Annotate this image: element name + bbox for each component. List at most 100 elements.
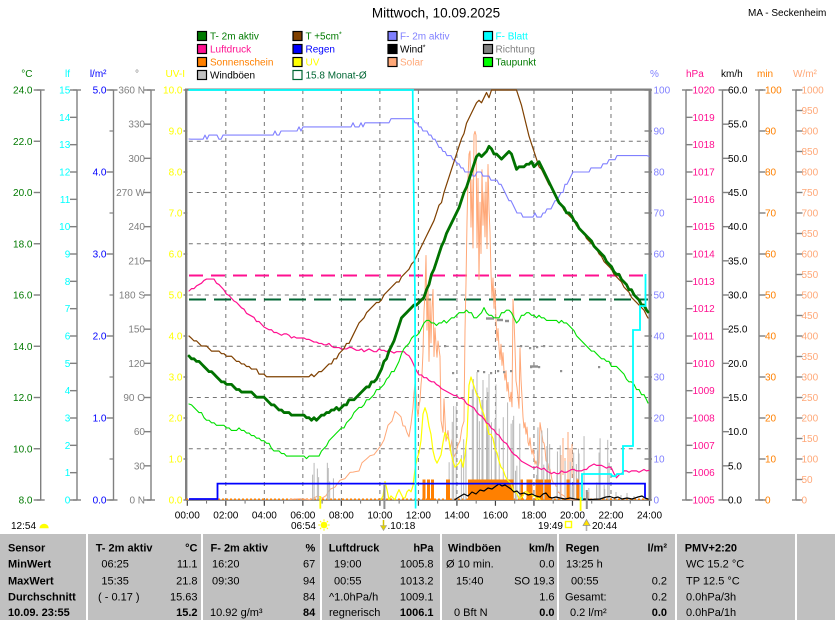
svg-text:T +5cm*: T +5cm* bbox=[306, 32, 342, 43]
svg-text:24:00: 24:00 bbox=[637, 511, 662, 522]
svg-text:1.0: 1.0 bbox=[93, 414, 107, 425]
svg-text:350: 350 bbox=[802, 352, 819, 363]
svg-text:24.0: 24.0 bbox=[13, 86, 33, 97]
svg-text:700: 700 bbox=[802, 209, 819, 220]
svg-text:0.2: 0.2 bbox=[652, 592, 667, 604]
svg-text:F- 2m aktiv: F- 2m aktiv bbox=[211, 542, 269, 554]
svg-text:l/m²: l/m² bbox=[647, 542, 667, 554]
svg-text:5.0: 5.0 bbox=[93, 86, 107, 97]
svg-text:15.0: 15.0 bbox=[728, 393, 748, 404]
svg-text:UV-I: UV-I bbox=[166, 69, 185, 80]
svg-text:20: 20 bbox=[654, 414, 666, 425]
svg-text:lf: lf bbox=[65, 69, 70, 80]
svg-text:regnerisch: regnerisch bbox=[329, 607, 380, 619]
svg-text:00:55: 00:55 bbox=[334, 575, 362, 587]
svg-text:09:30: 09:30 bbox=[212, 575, 240, 587]
svg-text:67: 67 bbox=[303, 559, 315, 571]
svg-text:Wind*: Wind* bbox=[400, 45, 426, 56]
svg-text:40.0: 40.0 bbox=[728, 222, 748, 233]
svg-text:90 O: 90 O bbox=[123, 393, 145, 404]
svg-text:Gesamt:: Gesamt: bbox=[565, 592, 607, 604]
svg-text:30.0: 30.0 bbox=[728, 291, 748, 302]
svg-text:5.0: 5.0 bbox=[169, 291, 183, 302]
svg-text:120: 120 bbox=[128, 359, 145, 370]
svg-text:15.2: 15.2 bbox=[176, 607, 197, 619]
svg-text:800: 800 bbox=[802, 168, 819, 179]
svg-text:1006: 1006 bbox=[693, 468, 716, 479]
svg-text:1013.2: 1013.2 bbox=[400, 575, 434, 587]
svg-text:240: 240 bbox=[128, 222, 145, 233]
svg-text:21.8: 21.8 bbox=[176, 575, 197, 587]
svg-text:7.0: 7.0 bbox=[169, 209, 183, 220]
svg-text:330: 330 bbox=[128, 120, 145, 131]
svg-text:12:54: 12:54 bbox=[11, 521, 36, 532]
svg-text:19:49: 19:49 bbox=[538, 521, 563, 532]
svg-text:20.0: 20.0 bbox=[728, 359, 748, 370]
svg-text:600: 600 bbox=[802, 250, 819, 261]
svg-text:10.0: 10.0 bbox=[13, 444, 33, 455]
svg-text:0: 0 bbox=[65, 496, 71, 507]
svg-text:150: 150 bbox=[128, 325, 145, 336]
svg-text:100: 100 bbox=[654, 86, 671, 97]
svg-text:Sensor: Sensor bbox=[8, 542, 46, 554]
svg-text:Windböen: Windböen bbox=[448, 542, 501, 554]
svg-text:1020: 1020 bbox=[693, 86, 716, 97]
svg-text:3.0: 3.0 bbox=[169, 373, 183, 384]
svg-text:50.0: 50.0 bbox=[728, 154, 748, 165]
svg-text:1016: 1016 bbox=[693, 195, 716, 206]
svg-text:02:00: 02:00 bbox=[213, 511, 238, 522]
svg-text:22.0: 22.0 bbox=[13, 137, 33, 148]
svg-text:270 W: 270 W bbox=[116, 188, 145, 199]
svg-text:16:00: 16:00 bbox=[483, 511, 508, 522]
svg-text:10.0: 10.0 bbox=[728, 427, 748, 438]
svg-text:4.0: 4.0 bbox=[93, 168, 107, 179]
svg-text:12:00: 12:00 bbox=[406, 511, 431, 522]
svg-text:7: 7 bbox=[65, 304, 71, 315]
svg-text:Windböen: Windböen bbox=[210, 71, 255, 82]
svg-text:1010: 1010 bbox=[693, 359, 716, 370]
svg-text:13:25 h: 13:25 h bbox=[566, 559, 603, 571]
svg-text:20.0: 20.0 bbox=[13, 188, 33, 199]
svg-text:14:00: 14:00 bbox=[444, 511, 469, 522]
svg-text:%: % bbox=[306, 542, 316, 554]
svg-text:1013: 1013 bbox=[693, 277, 716, 288]
svg-text:10:00: 10:00 bbox=[367, 511, 392, 522]
svg-text:90: 90 bbox=[765, 127, 777, 138]
svg-text:UV: UV bbox=[306, 58, 320, 69]
svg-text:06:54: 06:54 bbox=[291, 521, 316, 532]
svg-text:15:40: 15:40 bbox=[456, 575, 484, 587]
svg-text:0 Bft N: 0 Bft N bbox=[454, 607, 488, 619]
svg-text:1006.1: 1006.1 bbox=[400, 607, 434, 619]
svg-text:55.0: 55.0 bbox=[728, 120, 748, 131]
svg-text:30: 30 bbox=[654, 373, 666, 384]
svg-text:20: 20 bbox=[765, 414, 777, 425]
svg-text:12: 12 bbox=[59, 168, 71, 179]
svg-text:1009: 1009 bbox=[693, 386, 716, 397]
svg-text:1015: 1015 bbox=[693, 222, 716, 233]
svg-text:50: 50 bbox=[654, 291, 666, 302]
svg-text:40: 40 bbox=[654, 332, 666, 343]
svg-text:50: 50 bbox=[802, 475, 814, 486]
svg-text:15: 15 bbox=[59, 86, 71, 97]
svg-text:650: 650 bbox=[802, 229, 819, 240]
svg-text:0: 0 bbox=[765, 496, 771, 507]
svg-text:hPa: hPa bbox=[686, 69, 704, 80]
svg-text:1019: 1019 bbox=[693, 113, 716, 124]
svg-text:60: 60 bbox=[134, 427, 146, 438]
svg-text:2: 2 bbox=[65, 441, 71, 452]
svg-text:1005: 1005 bbox=[693, 496, 716, 507]
svg-text:70: 70 bbox=[654, 209, 666, 220]
svg-text:90: 90 bbox=[654, 127, 666, 138]
svg-text:500: 500 bbox=[802, 291, 819, 302]
svg-text:80: 80 bbox=[765, 168, 777, 179]
svg-text:km/h: km/h bbox=[721, 69, 743, 80]
svg-text:18.0: 18.0 bbox=[13, 239, 33, 250]
svg-text:1.0: 1.0 bbox=[169, 455, 183, 466]
svg-text:12.0: 12.0 bbox=[13, 393, 33, 404]
svg-text:0.0hPa/1h: 0.0hPa/1h bbox=[686, 607, 736, 619]
svg-text:Richtung: Richtung bbox=[496, 45, 535, 56]
svg-text:0.0: 0.0 bbox=[539, 559, 554, 571]
svg-text:16.0: 16.0 bbox=[13, 291, 33, 302]
svg-text:8.0: 8.0 bbox=[169, 168, 183, 179]
svg-text:5.0: 5.0 bbox=[728, 461, 742, 472]
